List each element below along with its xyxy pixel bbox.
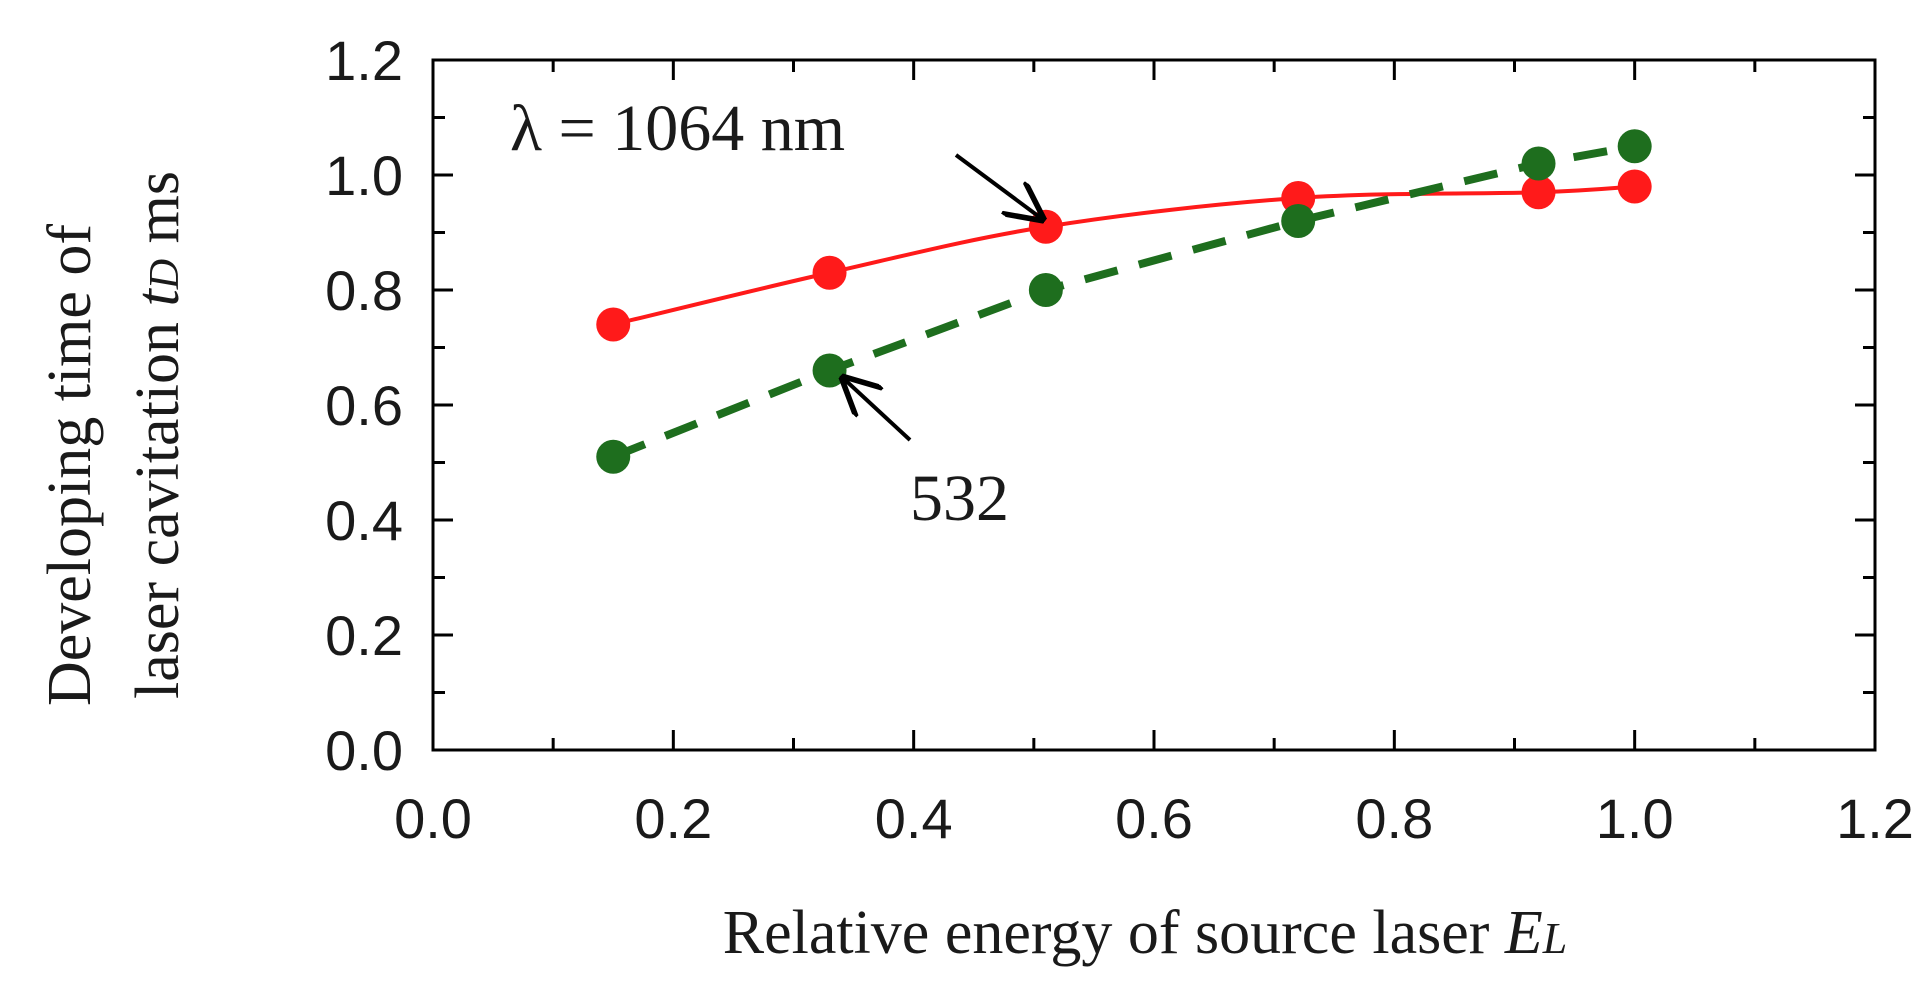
data-point-1064-nm xyxy=(596,307,631,342)
y-tick-label: 0.8 xyxy=(325,259,403,322)
annotation-1064nm: λ = 1064 nm xyxy=(510,92,845,165)
x-axis-title-subscript: L xyxy=(1542,914,1567,963)
data-point-1064-nm xyxy=(1521,175,1556,210)
series-layer xyxy=(596,129,1652,474)
y-axis-title-line2: laser cavitation tD ms xyxy=(124,171,192,699)
y-axis-title-unit: ms xyxy=(124,171,192,259)
data-point-532-nm xyxy=(1281,204,1316,238)
annotation-layer: λ = 1064 nm 532 xyxy=(510,92,1042,535)
data-point-532-nm xyxy=(1521,146,1556,181)
arrow-1064nm xyxy=(954,153,1042,219)
tick-labels: 0.0 0.2 0.4 0.6 0.8 1.0 1.2 0.0 0.2 0.4 0.6 0.8 1.0 1… xyxy=(325,29,1914,850)
y-tick-label: 1.2 xyxy=(325,29,403,92)
data-point-1064-nm xyxy=(812,255,847,290)
series-line-1064-nm xyxy=(612,184,1635,327)
y-axis-title-line1: Developing time of xyxy=(36,224,104,706)
x-axis-title-main: Relative energy of source laser xyxy=(723,899,1505,967)
x-tick-label: 1.2 xyxy=(1836,787,1914,850)
x-tick-label: 0.2 xyxy=(634,787,712,850)
x-tick-label: 0.0 xyxy=(394,787,472,850)
data-point-532-nm xyxy=(812,353,847,388)
y-axis-title: Developing time of laser cavitation tD m… xyxy=(36,171,192,706)
y-tick-label: 0.2 xyxy=(325,604,403,667)
y-tick-label: 0.4 xyxy=(325,489,403,552)
arrow-532nm xyxy=(844,379,912,442)
y-tick-label: 0.0 xyxy=(325,719,403,782)
x-tick-label: 0.8 xyxy=(1355,787,1433,850)
y-tick-label: 1.0 xyxy=(325,144,403,207)
x-tick-label: 1.0 xyxy=(1596,787,1674,850)
series-line-532-nm xyxy=(611,142,1636,461)
x-axis-title: Relative energy of source laser EL xyxy=(723,899,1568,967)
y-axis-title-text: laser cavitation xyxy=(124,306,192,699)
data-point-532-nm xyxy=(1028,273,1063,307)
x-tick-label: 0.6 xyxy=(1115,787,1193,850)
data-point-1064-nm xyxy=(1617,169,1652,204)
x-axis-title-variable: E xyxy=(1504,899,1543,967)
data-point-532-nm xyxy=(1617,129,1652,164)
x-axis-title-text: Relative energy of source laser EL xyxy=(723,899,1568,967)
x-tick-label: 0.4 xyxy=(875,787,953,850)
annotation-532nm: 532 xyxy=(910,462,1009,535)
data-point-532-nm xyxy=(596,439,631,474)
y-axis-title-subscript: D xyxy=(142,259,188,290)
plot-frame xyxy=(431,58,1877,752)
y-tick-label: 0.6 xyxy=(325,374,403,437)
y-axis-title-variable: t xyxy=(124,287,192,306)
